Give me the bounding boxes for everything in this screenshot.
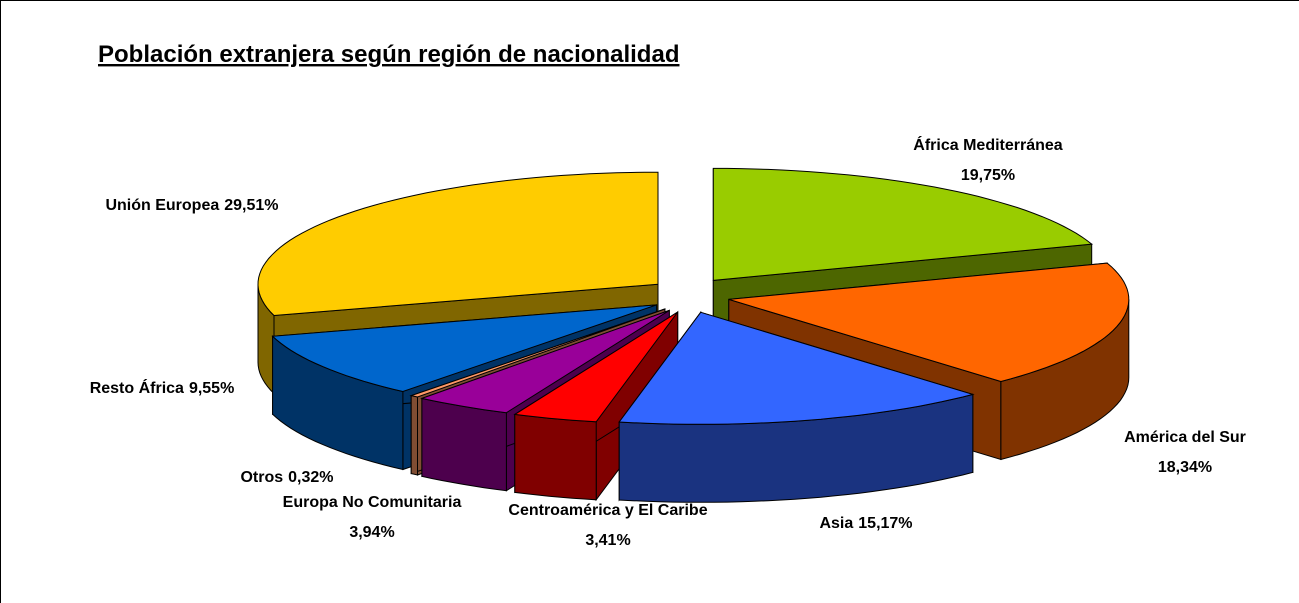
slice-top: [513, 311, 679, 423]
slice-top: [271, 304, 657, 393]
data-label: Centroamérica y El Caribe 3,41%: [508, 502, 707, 549]
slice-top: [420, 309, 670, 414]
slice-wall: [421, 397, 507, 492]
label-name: Unión Europea: [105, 197, 219, 214]
data-label: África Mediterránea 19,75%: [913, 135, 1062, 184]
slice-top: [257, 171, 659, 317]
data-label: Asia 15,17%: [819, 515, 912, 532]
slice-top: [728, 262, 1130, 383]
slice-wall: [514, 413, 597, 501]
slice: [618, 310, 975, 503]
label-name: Resto África: [90, 378, 184, 397]
data-label: América del Sur 18,34%: [1124, 429, 1246, 476]
label-value: 3,41%: [585, 532, 630, 549]
label-name: América del Sur: [1124, 429, 1246, 446]
label-name: Europa No Comunitaria: [283, 494, 462, 511]
label-value: 15,17%: [858, 515, 912, 532]
label-value: 9,55%: [189, 380, 234, 397]
slice-wall: [410, 394, 418, 476]
label-name: Otros: [240, 469, 283, 486]
slice-top: [618, 311, 975, 425]
slice-top: [409, 308, 666, 398]
data-label: Unión Europea 29,51%: [105, 197, 278, 214]
data-label: Resto África 9,55%: [90, 378, 235, 397]
label-value: 0,32%: [288, 469, 333, 486]
label-value: 18,34%: [1158, 459, 1212, 476]
label-value: 3,94%: [349, 524, 394, 541]
data-label: Otros 0,32%: [240, 469, 333, 486]
label-value: 19,75%: [961, 167, 1015, 184]
label-name: África Mediterránea: [913, 135, 1062, 154]
label-value: 29,51%: [224, 197, 278, 214]
slice-top: [712, 167, 1094, 281]
chart-title: Población extranjera según región de nac…: [98, 41, 679, 68]
data-label: Europa No Comunitaria 3,94%: [283, 494, 462, 541]
label-name: Centroamérica y El Caribe: [508, 502, 707, 519]
label-name: Asia: [819, 515, 853, 532]
